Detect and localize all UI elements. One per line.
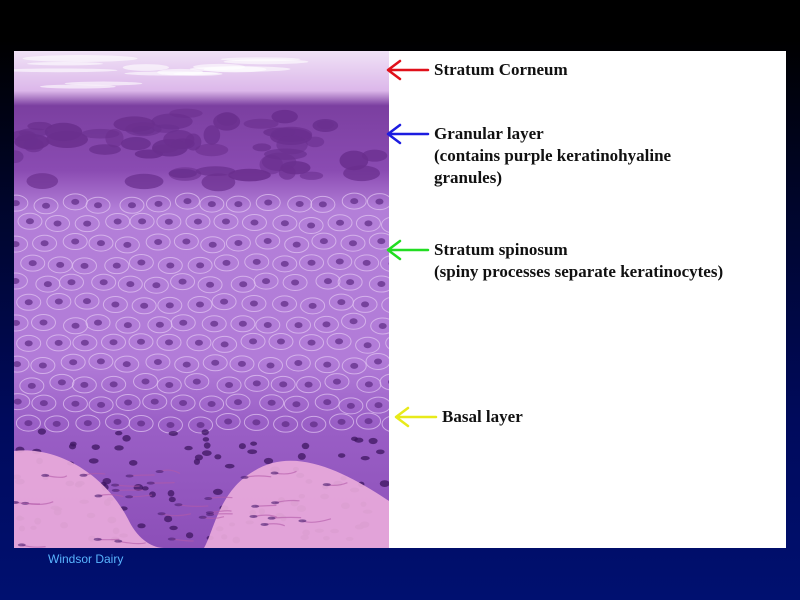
arrow-icon — [384, 239, 432, 261]
footer-credit: Windsor Dairy — [48, 552, 124, 566]
label-detail: (spiny processes separate keratinocytes) — [434, 262, 724, 281]
label-detail: (contains purple keratinohyaline — [434, 146, 672, 165]
label-title: Basal layer — [442, 407, 523, 426]
label-detail: granules) — [434, 168, 502, 187]
label-stratum-corneum: Stratum Corneum — [384, 59, 568, 81]
arrow-icon — [392, 406, 440, 428]
label-title: Stratum spinosum — [434, 240, 568, 259]
slide-panel: Stratum Corneum Granular layer (contains… — [14, 51, 786, 548]
label-title: Granular layer — [434, 124, 544, 143]
arrow-icon — [384, 123, 432, 145]
label-granular-layer: Granular layer (contains purple keratino… — [384, 123, 671, 189]
arrow-icon — [384, 59, 432, 81]
label-basal-layer: Basal layer — [392, 406, 523, 428]
label-title: Stratum Corneum — [434, 60, 568, 79]
label-stratum-spinosum: Stratum spinosum (spiny processes separa… — [384, 239, 723, 283]
epidermis-micrograph — [14, 51, 389, 548]
